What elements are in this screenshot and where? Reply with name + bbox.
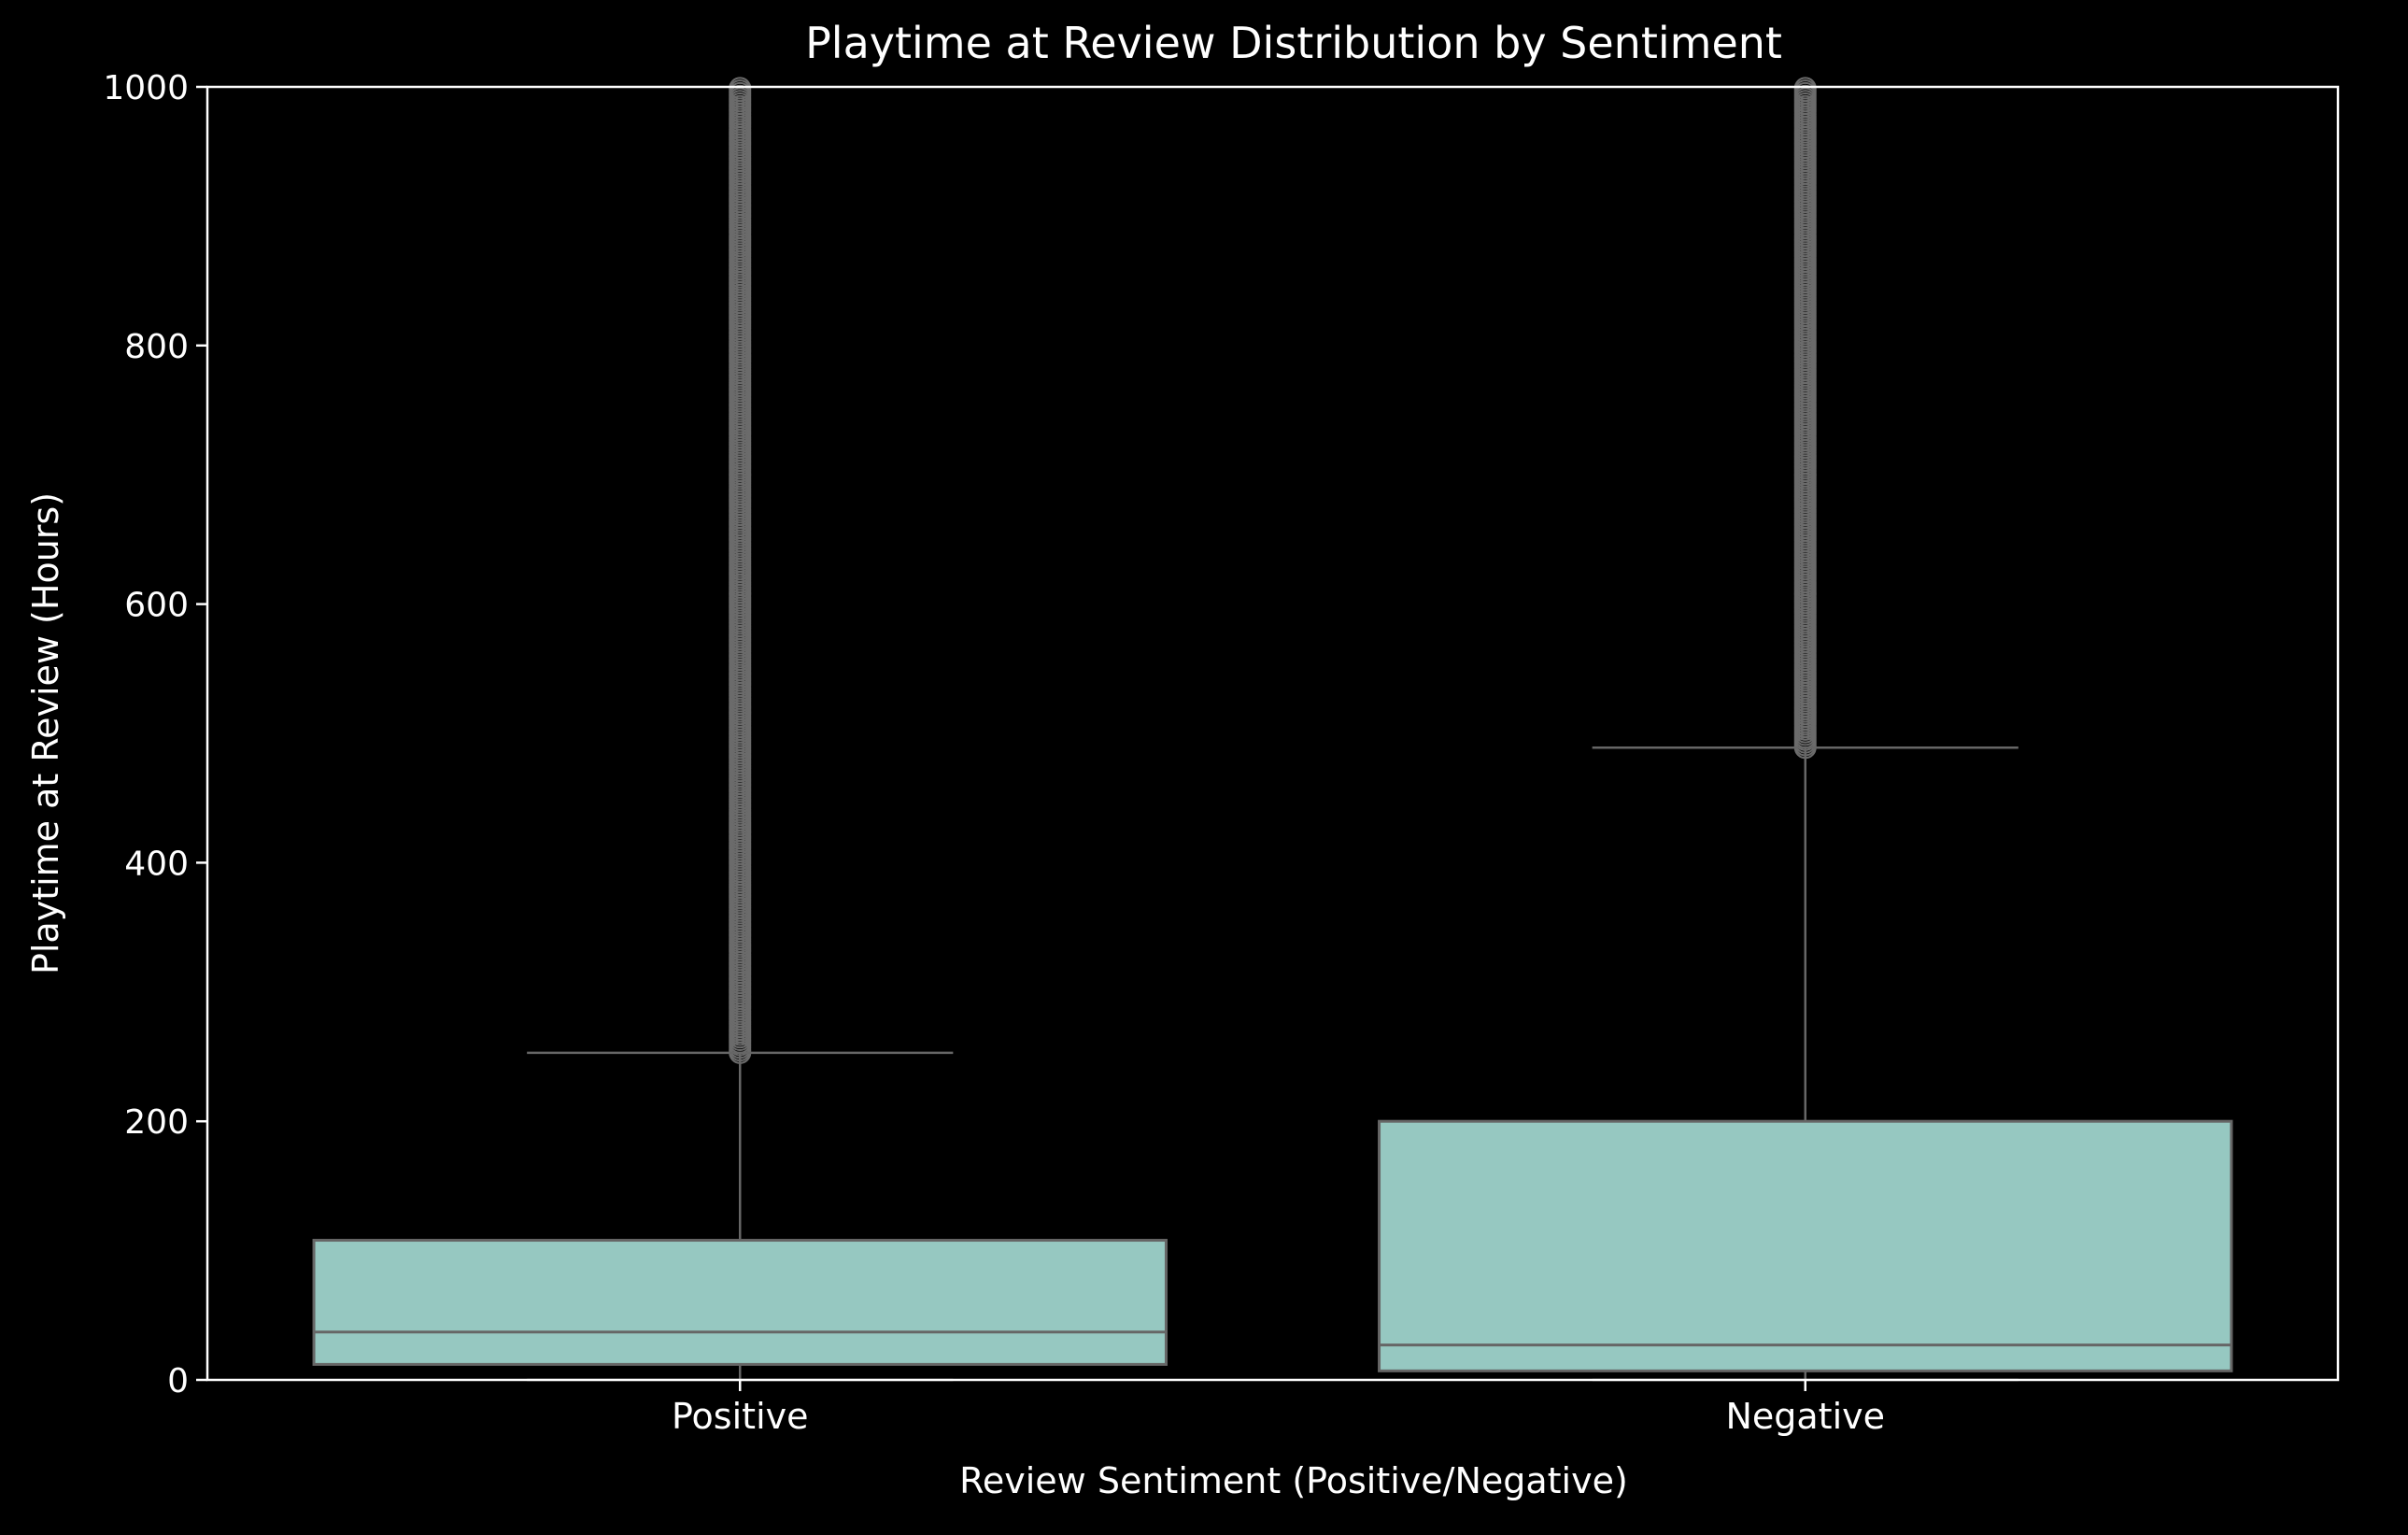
chart-title: Playtime at Review Distribution by Senti… [805,18,1782,68]
y-tick-label: 800 [124,328,189,366]
x-axis-ticks: Positive Negative [672,1380,1885,1437]
y-tick-label: 600 [124,587,189,625]
x-tick-label: Positive [672,1396,809,1437]
iqr-box [312,1239,1168,1366]
box-group-negative [1378,77,2233,1382]
outlier-point [1793,77,1817,100]
y-axis-label: Playtime at Review (Hours) [25,492,66,974]
x-axis-label: Review Sentiment (Positive/Negative) [959,1460,1628,1501]
y-axis-ticks: 0 200 400 600 800 1000 [103,69,207,1400]
x-tick-label: Negative [1725,1396,1885,1437]
plot-frame [205,85,2340,1382]
y-tick-label: 400 [124,845,189,883]
iqr-box [1378,1119,2233,1372]
y-tick-label: 1000 [103,69,189,107]
plot-area [312,77,2233,1382]
outlier-point [729,77,752,100]
y-tick-label: 0 [167,1362,189,1400]
y-tick-label: 200 [124,1103,189,1142]
box-group-positive [312,77,1168,1382]
